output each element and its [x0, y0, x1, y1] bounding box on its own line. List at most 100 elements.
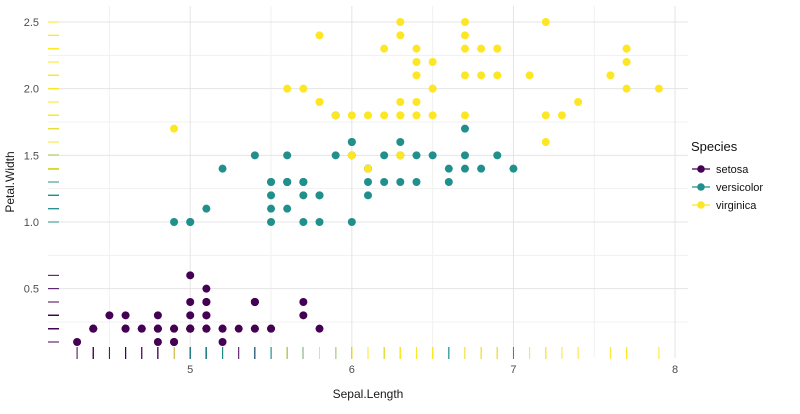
data-point [299, 218, 308, 226]
data-point [396, 98, 405, 106]
data-point [541, 138, 550, 146]
data-point [412, 98, 421, 106]
data-point [202, 204, 211, 213]
legend-title: Species [691, 139, 738, 154]
x-tick-label: 6 [349, 364, 355, 376]
data-point [654, 84, 663, 93]
rug-x-layer [76, 347, 660, 359]
data-point [299, 178, 308, 186]
data-point [541, 111, 550, 120]
data-point [315, 324, 324, 333]
data-point [509, 164, 518, 173]
data-point [153, 338, 162, 346]
data-point [218, 164, 227, 173]
data-point [186, 271, 195, 280]
data-point [412, 44, 421, 53]
data-point [267, 324, 276, 333]
data-point [267, 191, 276, 200]
data-point [380, 111, 389, 120]
legend-item-label: virginica [716, 200, 757, 212]
y-tick-label: 1.0 [24, 217, 39, 229]
data-point [460, 164, 469, 173]
data-point [170, 124, 179, 133]
data-point [428, 58, 437, 66]
data-point [396, 31, 405, 40]
data-point [202, 298, 211, 306]
data-point [493, 151, 502, 160]
legend-item-label: setosa [716, 164, 749, 176]
data-point [380, 178, 389, 186]
legend: Species setosa versicolor virginica [691, 139, 763, 212]
legend-item-label: versicolor [716, 182, 763, 194]
data-point [299, 191, 308, 200]
data-point [444, 164, 453, 173]
legend-item-versicolor: versicolor [692, 182, 763, 194]
data-point [250, 151, 259, 160]
data-point [460, 111, 469, 120]
data-point [153, 324, 162, 333]
data-point [525, 71, 534, 80]
data-point [283, 84, 292, 93]
data-point [541, 18, 550, 26]
data-point [364, 164, 372, 173]
y-tick-label: 0.5 [24, 284, 39, 296]
data-point [460, 71, 469, 80]
data-point [557, 111, 566, 120]
legend-key-dot [697, 183, 705, 191]
y-axis-title: Petal.Width [3, 151, 17, 212]
data-point [218, 324, 227, 333]
data-point [267, 218, 276, 226]
data-point [315, 218, 324, 226]
data-point [444, 178, 453, 186]
data-point [315, 98, 324, 106]
data-point [299, 311, 308, 320]
points-layer [73, 18, 663, 346]
data-point [412, 111, 421, 120]
data-point [364, 111, 372, 120]
data-point [477, 44, 486, 53]
data-point [105, 311, 114, 320]
data-point [170, 218, 179, 226]
data-point [250, 298, 259, 306]
data-point [331, 111, 340, 120]
data-point [364, 178, 372, 186]
data-point [250, 324, 259, 333]
data-point [477, 164, 486, 173]
data-point [299, 84, 308, 93]
data-point [428, 84, 437, 93]
data-point [218, 338, 227, 346]
data-point [364, 191, 372, 200]
data-point [202, 284, 211, 293]
data-point [428, 111, 437, 120]
rug-y-layer [48, 21, 59, 343]
data-point [347, 151, 356, 160]
data-point [283, 151, 292, 160]
data-point [202, 324, 211, 333]
data-point [186, 298, 195, 306]
x-tick-label: 5 [187, 364, 193, 376]
legend-key-dot [697, 165, 705, 173]
data-point [299, 298, 308, 306]
data-point [170, 338, 179, 346]
x-tick-label: 8 [672, 364, 678, 376]
data-point [412, 151, 421, 160]
data-point [331, 151, 340, 160]
data-point [412, 71, 421, 80]
data-point [460, 124, 469, 133]
data-point [186, 218, 195, 226]
data-point [89, 324, 98, 333]
data-point [380, 151, 389, 160]
data-point [396, 151, 405, 160]
data-point [347, 111, 356, 120]
data-point [137, 324, 146, 333]
data-point [396, 178, 405, 186]
data-point [347, 138, 356, 146]
legend-key-dot [697, 201, 705, 209]
x-axis-title: Sepal.Length [333, 387, 404, 401]
data-point [460, 151, 469, 160]
data-point [121, 311, 130, 320]
data-point [234, 324, 243, 333]
data-point [283, 178, 292, 186]
data-point [428, 151, 437, 160]
